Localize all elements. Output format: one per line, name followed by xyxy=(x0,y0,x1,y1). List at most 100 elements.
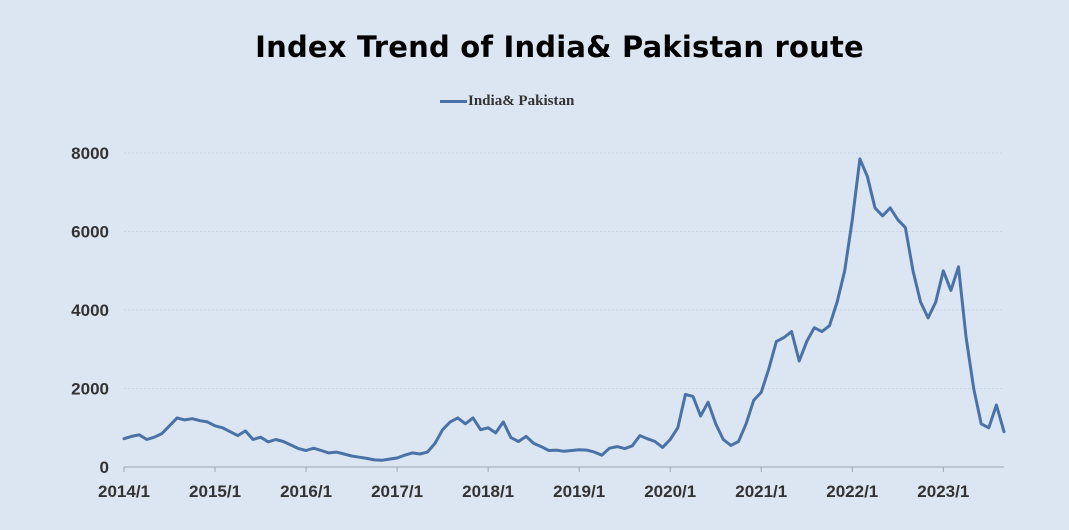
data-point xyxy=(995,404,998,406)
data-point xyxy=(646,437,649,440)
data-point xyxy=(722,438,725,441)
data-point xyxy=(616,445,619,448)
data-point xyxy=(684,393,687,396)
data-point xyxy=(783,336,785,339)
grid-lines xyxy=(124,152,1004,389)
data-point xyxy=(214,424,216,427)
data-point xyxy=(669,438,672,441)
data-point xyxy=(282,440,285,443)
data-point xyxy=(153,436,156,439)
x-tick-label: 2020/1 xyxy=(644,482,696,501)
data-point xyxy=(798,360,801,362)
x-tick-label: 2022/1 xyxy=(826,482,878,501)
data-point xyxy=(229,430,232,433)
data-point xyxy=(525,435,527,438)
data-point xyxy=(274,438,277,441)
data-point xyxy=(752,399,755,402)
data-point xyxy=(145,438,148,441)
data-point xyxy=(547,449,550,452)
data-point xyxy=(942,269,945,272)
data-point xyxy=(813,326,816,329)
data-point xyxy=(517,440,520,443)
data-point xyxy=(661,446,664,449)
x-tick-label: 2019/1 xyxy=(553,482,605,501)
x-tick-label: 2017/1 xyxy=(371,482,423,501)
data-point xyxy=(623,447,626,450)
data-point xyxy=(790,330,793,333)
y-axis-ticks: 0 2000 4000 6000 8000 xyxy=(71,144,109,477)
data-point xyxy=(418,453,421,455)
data-point xyxy=(714,422,717,425)
data-point xyxy=(601,454,603,457)
data-point xyxy=(426,451,429,453)
data-point xyxy=(563,450,565,453)
x-axis-ticks: 2014/1 2015/1 2016/1 2017/1 2018/1 2019/1 2020… xyxy=(98,466,1004,501)
data-point xyxy=(350,455,353,457)
data-point xyxy=(919,301,922,304)
data-point xyxy=(881,214,884,217)
data-point xyxy=(638,434,641,437)
data-point xyxy=(593,451,596,453)
data-point xyxy=(745,422,747,425)
data-point xyxy=(343,453,345,455)
x-tick-label: 2023/1 xyxy=(917,482,969,501)
data-point xyxy=(987,426,990,429)
data-point xyxy=(866,175,869,178)
data-point xyxy=(259,436,262,439)
data-point xyxy=(365,457,368,460)
data-point xyxy=(221,426,224,429)
data-point xyxy=(532,442,535,445)
data-point xyxy=(631,444,634,447)
data-point xyxy=(138,433,141,436)
x-tick-label: 2021/1 xyxy=(735,482,787,501)
legend-swatch xyxy=(440,100,467,103)
data-point xyxy=(578,448,581,451)
data-point xyxy=(396,457,399,459)
x-tick-label: 2018/1 xyxy=(462,482,514,501)
data-point xyxy=(373,459,376,461)
legend-label: India& Pakistan xyxy=(468,93,575,109)
data-point xyxy=(608,447,611,450)
data-point xyxy=(904,226,907,229)
series-group xyxy=(122,157,1006,462)
data-point xyxy=(912,269,914,272)
data-point xyxy=(805,340,808,343)
data-point xyxy=(305,449,307,452)
data-point xyxy=(487,426,490,429)
data-point xyxy=(729,444,732,447)
data-point xyxy=(927,316,930,319)
data-point xyxy=(191,417,194,420)
data-point xyxy=(858,157,861,160)
data-point xyxy=(585,449,588,452)
data-point xyxy=(980,422,983,425)
data-point xyxy=(494,431,497,434)
y-tick-label: 0 xyxy=(100,458,109,477)
data-point xyxy=(896,218,899,221)
data-point xyxy=(760,391,763,394)
data-point xyxy=(949,289,952,292)
data-point xyxy=(403,454,406,457)
data-point xyxy=(843,269,846,272)
data-point xyxy=(434,442,436,445)
data-point xyxy=(972,387,975,390)
data-point xyxy=(252,438,254,441)
data-point xyxy=(297,447,300,450)
data-point xyxy=(206,420,209,423)
data-point xyxy=(540,445,543,448)
data-point xyxy=(472,417,474,419)
data-point xyxy=(236,434,239,437)
data-point xyxy=(289,444,292,446)
data-point xyxy=(479,428,482,431)
data-point xyxy=(502,420,505,423)
data-point xyxy=(1003,430,1005,433)
data-point xyxy=(244,429,247,432)
data-point xyxy=(176,417,179,419)
x-tick-label: 2016/1 xyxy=(280,482,332,501)
data-point xyxy=(676,426,679,429)
data-point xyxy=(464,422,467,425)
data-point xyxy=(965,336,967,339)
x-tick-label: 2014/1 xyxy=(98,482,150,501)
y-tick-label: 2000 xyxy=(71,380,109,399)
y-tick-label: 8000 xyxy=(71,144,109,163)
